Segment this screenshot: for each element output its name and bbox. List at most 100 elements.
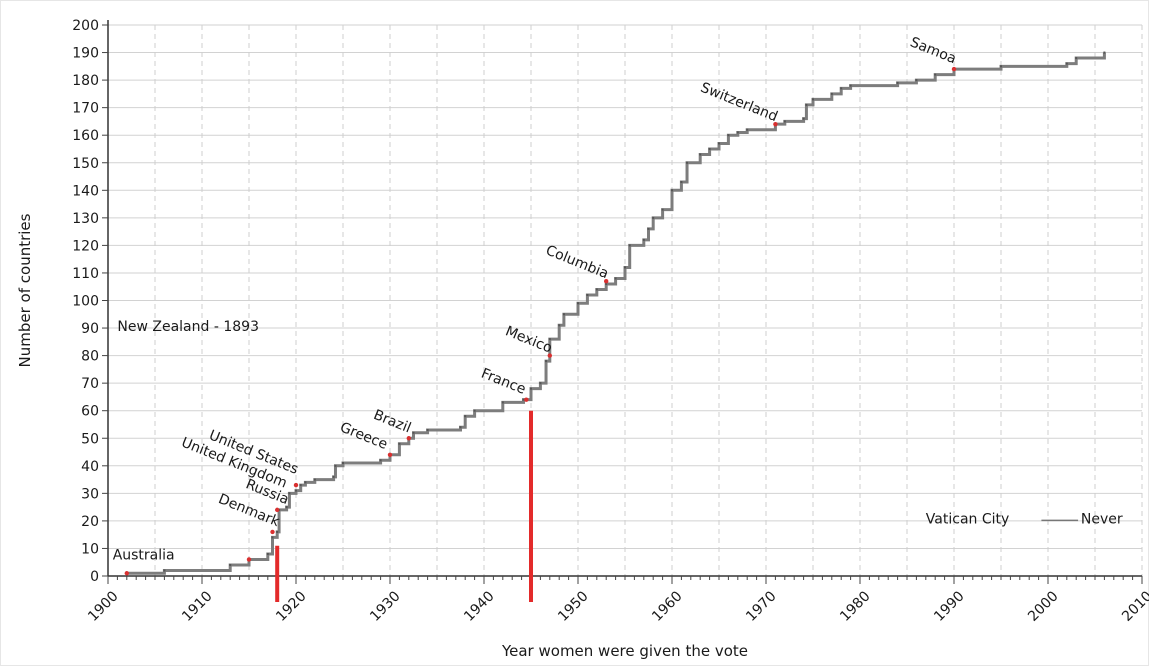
highlight-point (387, 452, 393, 457)
x-tick-label: 1910 (179, 588, 216, 625)
x-tick-label: 1970 (743, 588, 780, 625)
highlight-point (524, 397, 529, 402)
highlight-point (773, 121, 778, 127)
annotation-label: Vatican City (926, 512, 1010, 528)
data-point (530, 387, 532, 390)
y-tick-label: 20 (81, 514, 99, 530)
highlight-point (124, 571, 129, 576)
grid (108, 24, 1143, 576)
annotation-label: Never (1081, 512, 1123, 528)
y-tick-label: 10 (81, 541, 99, 557)
data-point (332, 475, 335, 478)
highlight-point (293, 482, 299, 488)
x-tick-label: 1950 (555, 588, 592, 625)
data-point (426, 428, 429, 431)
x-tick-label: 1990 (931, 588, 968, 625)
year-markers (275, 410, 533, 602)
data-point (548, 338, 551, 341)
data-point (379, 459, 382, 462)
data-point (718, 142, 720, 145)
data-point (605, 282, 608, 285)
highlight-point (270, 529, 275, 535)
data-point (595, 288, 598, 291)
annotation-label: Brazil (371, 407, 413, 436)
data-point (1103, 51, 1106, 54)
data-point (1065, 62, 1068, 65)
highlight-point (604, 279, 609, 284)
x-axis-title: Year women were given the vote (501, 642, 748, 660)
data-point (802, 117, 805, 120)
y-tick-label: 140 (72, 183, 99, 199)
data-point (276, 530, 279, 533)
data-point (464, 415, 467, 418)
data-point (849, 84, 852, 87)
data-point (1075, 57, 1078, 60)
data-point (266, 552, 269, 555)
annotation-label: New Zealand - 1893 (117, 319, 259, 335)
data-point (736, 131, 739, 134)
y-tick-label: 170 (72, 101, 99, 117)
data-point (661, 208, 664, 211)
data-point (830, 92, 833, 95)
data-point (398, 442, 401, 445)
y-tick-label: 120 (72, 238, 99, 254)
data-point (686, 161, 689, 164)
y-tick-label: 110 (72, 266, 99, 282)
data-point (934, 73, 937, 76)
y-tick-label: 50 (81, 431, 99, 447)
data-point (577, 302, 579, 305)
data-point (840, 87, 843, 90)
y-tick-label: 160 (72, 128, 99, 144)
y-tick-label: 0 (90, 569, 99, 585)
step-line-series (126, 52, 1106, 575)
y-tick-label: 150 (72, 156, 99, 172)
data-point (562, 313, 565, 316)
data-point (708, 147, 711, 150)
y-tick-label: 40 (81, 459, 99, 475)
data-point (805, 103, 808, 106)
data-point (313, 478, 316, 481)
data-point (288, 492, 291, 495)
y-tick-label: 60 (81, 404, 99, 420)
annotation-label: Switzerland (698, 80, 780, 125)
x-tick-label: 2000 (1025, 588, 1062, 625)
data-point (522, 398, 525, 401)
highlight-points (124, 66, 957, 576)
annotation-label: Samoa (908, 34, 959, 67)
data-point (163, 569, 166, 572)
x-tick-labels: 1900 1910 1920 1930 1940 1950 1960 1970 1980 1990… (85, 588, 1149, 625)
data-point (642, 238, 645, 241)
highlight-point (406, 436, 411, 441)
data-point (295, 489, 297, 492)
highlight-point (246, 557, 252, 562)
data-point (680, 181, 683, 184)
x-tick-label: 1940 (461, 588, 498, 625)
x-tick-label: 2010 (1119, 588, 1149, 625)
y-axis-title: Number of countries (16, 213, 34, 367)
x-tick-label: 1930 (367, 588, 404, 625)
data-point (671, 189, 673, 192)
data-point (812, 98, 814, 101)
highlight-point (951, 66, 957, 72)
data-point (412, 431, 415, 434)
data-point (699, 153, 702, 156)
y-tick-label: 180 (72, 73, 99, 89)
annotation-label: Australia (113, 547, 175, 563)
y-tick-label: 70 (81, 376, 99, 392)
data-point (628, 244, 631, 247)
data-point (624, 266, 626, 269)
highlight-point (275, 507, 280, 513)
data-point (1000, 65, 1002, 68)
annotation-label: Columbia (543, 243, 610, 283)
data-point (896, 81, 899, 84)
data-point (459, 426, 462, 429)
data-point (342, 462, 344, 465)
y-tick-label: 30 (81, 486, 99, 502)
y-tick-label: 90 (81, 321, 99, 337)
y-tick-label: 200 (72, 18, 99, 34)
y-tick-label: 130 (72, 211, 99, 227)
data-point (727, 134, 730, 137)
x-minor-ticks (107, 576, 1143, 584)
y-tick-label: 100 (72, 294, 99, 310)
data-point (271, 536, 274, 539)
